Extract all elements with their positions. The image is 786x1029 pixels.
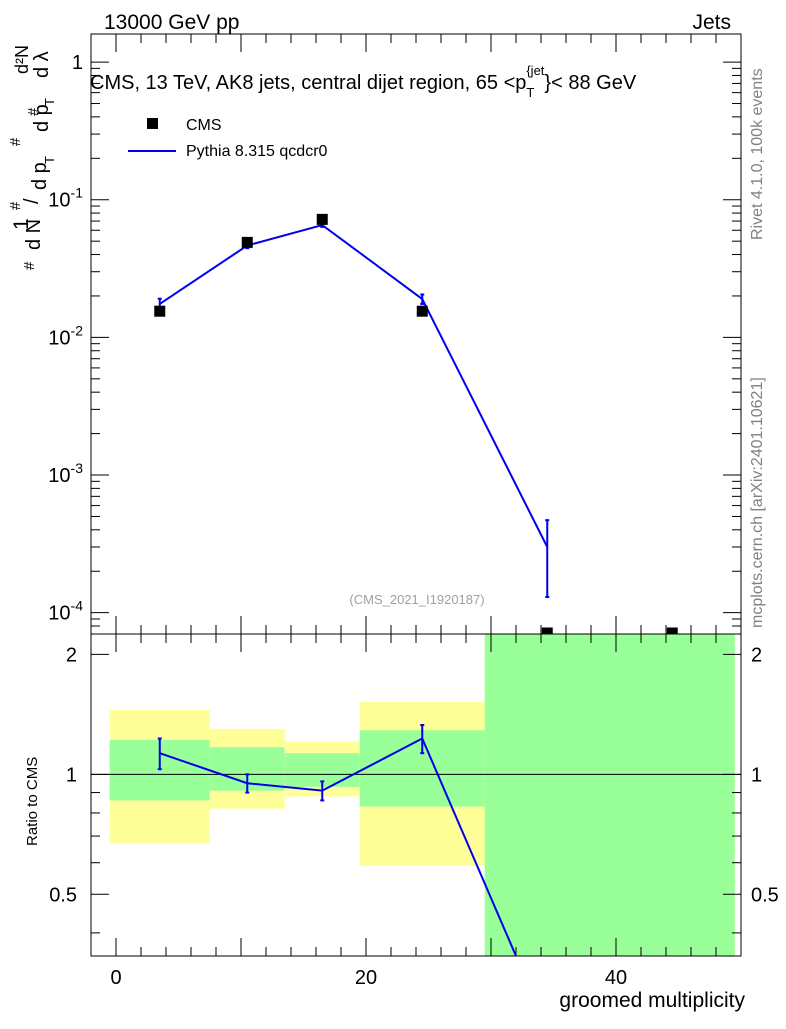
ylabel-hash-2: # <box>7 201 24 210</box>
ylabel-hash-4: # <box>25 107 42 116</box>
title-sup: {jet <box>526 63 544 78</box>
ylabel-t2: T <box>42 98 57 106</box>
mcplots-label: mcplots.cern.ch [arXiv:2401.10621] <box>749 377 766 628</box>
ylabel-dlambda: d λ <box>31 51 53 78</box>
ratio-ylabel: Ratio to CMS <box>24 757 41 846</box>
cms-marker <box>416 305 428 317</box>
main-ytick-label: 1 <box>72 52 83 74</box>
band-green-4 <box>484 634 735 956</box>
ylabel-d2n: d²N <box>12 45 32 74</box>
title-tail: }< 88 GeV <box>544 72 636 94</box>
title-sub: T <box>526 85 534 100</box>
title-lead: CMS, 13 TeV, AK8 jets, central dijet reg… <box>90 72 526 94</box>
ratio-xtick-label: 40 <box>605 967 627 989</box>
ylabel-one: 1 <box>10 218 33 230</box>
category-label: Jets <box>692 11 731 34</box>
ylabel-dpt: d p <box>29 162 51 190</box>
pythia-line <box>159 223 549 548</box>
legend-label-cms: CMS <box>186 117 222 134</box>
rivet-label: Rivet 4.1.0, 100k events <box>749 68 766 240</box>
cms-marker <box>154 305 166 317</box>
ylabel-dpt2: d p <box>31 104 53 132</box>
legend-marker-cms <box>147 118 158 129</box>
cms-marker <box>241 236 253 248</box>
ratio-panel: 0 20 40 0.5 0.5 1 1 2 2 <box>49 633 779 989</box>
legend: CMS Pythia 8.315 qcdcr0 <box>128 117 328 160</box>
ratio-ytick-label-right: 0.5 <box>751 884 779 906</box>
ratio-ytick-label-right: 2 <box>751 644 762 666</box>
main-ytick-label: 10-3 <box>48 460 83 487</box>
ratio-xtick-label: 20 <box>355 967 377 989</box>
ratio-ytick-label: 1 <box>66 764 77 786</box>
cms-marker <box>666 627 678 639</box>
main-ytick-label: 10-4 <box>48 598 83 625</box>
main-ylabel: # 1 # d N / d p T # d²N # d p T d λ <box>7 45 57 270</box>
ylabel-hash-3: # <box>7 137 24 146</box>
analysis-id: (CMS_2021_I1920187) <box>349 592 484 607</box>
chart-title: CMS, 13 TeV, AK8 jets, central dijet reg… <box>90 63 637 100</box>
ylabel-slash: / <box>21 198 43 204</box>
cms-marker <box>541 627 553 639</box>
ratio-xtick-label: 0 <box>110 967 121 989</box>
ratio-ytick-label-right: 1 <box>751 764 762 786</box>
ratio-ytick-label: 0.5 <box>49 884 77 906</box>
ylabel-hash-1: # <box>21 261 38 270</box>
ratio-xlabel: groomed multiplicity <box>559 989 745 1012</box>
legend-label-pythia: Pythia 8.315 qcdcr0 <box>186 143 328 160</box>
main-ytick-label: 10-2 <box>48 322 83 349</box>
ylabel-t: T <box>42 156 57 164</box>
ratio-ytick-label: 2 <box>66 644 77 666</box>
energy-label: 13000 GeV pp <box>104 11 239 34</box>
main-ytick-label: 10-1 <box>48 185 83 212</box>
ylabel-dn: d N <box>23 219 45 250</box>
main-panel: 10-4 10-3 10-2 10-1 1 <box>48 33 742 639</box>
cms-marker <box>316 213 328 225</box>
